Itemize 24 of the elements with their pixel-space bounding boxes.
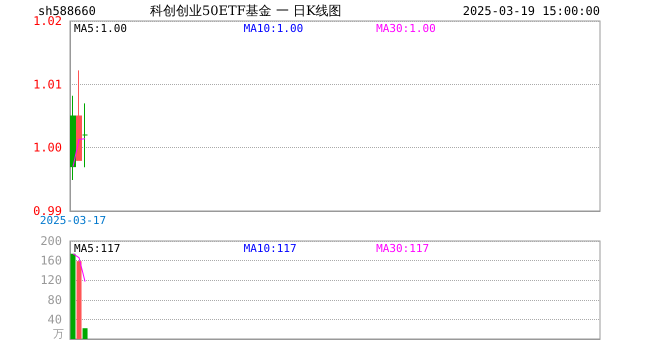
annotation: MA5:1.00: [74, 22, 127, 35]
candlestick: [82, 102, 88, 168]
y-tick-label: 1.01: [33, 77, 62, 92]
y-tick-label: 1.02: [33, 14, 62, 28]
y-tick-label: 1.00: [33, 140, 62, 155]
candlestick: [76, 70, 82, 161]
annotation: MA30:1.00: [376, 22, 436, 35]
annotation: MA5:117: [74, 242, 120, 255]
bar: [70, 254, 76, 339]
chart-title: 科创创业50ETF基金 一 日K线图: [150, 4, 342, 19]
y-tick-label: 120: [40, 273, 62, 288]
y-tick-label: 160: [40, 254, 62, 268]
y-tick-label: 80: [48, 292, 62, 307]
annotation: MA10:117: [244, 242, 297, 255]
bar: [76, 261, 82, 339]
annotation: MA30:117: [376, 242, 430, 255]
x-tick-label: 2025-03-17: [40, 214, 106, 227]
candlestick: [70, 95, 76, 180]
y-axis-title: 万: [53, 328, 64, 340]
text: 2025-03-19 15:00:00: [462, 4, 600, 18]
y-tick-label: 40: [48, 312, 62, 326]
bar: [82, 328, 88, 339]
annotation: MA10:1.00: [244, 22, 304, 35]
y-tick-label: 200: [40, 234, 62, 248]
